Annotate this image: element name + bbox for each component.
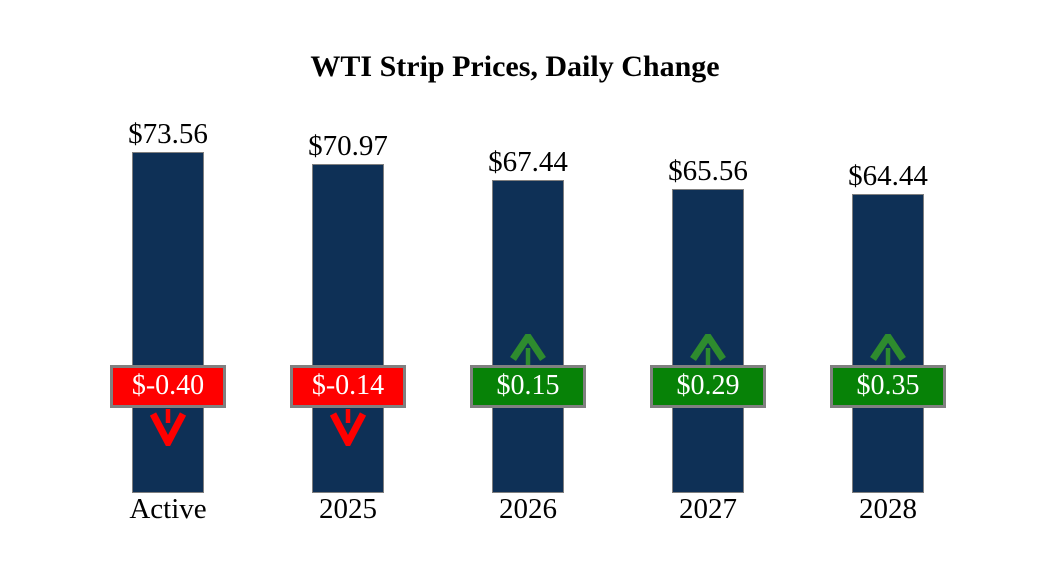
up-arrow-icon	[508, 330, 548, 370]
daily-change-box: $0.29	[650, 365, 766, 408]
price-bar	[852, 194, 924, 493]
price-label: $73.56	[128, 118, 208, 150]
daily-change-box: $0.35	[830, 365, 946, 408]
category-label: 2028	[859, 493, 917, 525]
category-label: 2025	[319, 493, 377, 525]
chart-title: WTI Strip Prices, Daily Change	[310, 50, 720, 83]
price-label: $64.44	[848, 160, 928, 192]
up-arrow-icon	[868, 330, 908, 370]
price-label: $65.56	[668, 155, 748, 187]
category-label: 2026	[499, 493, 557, 525]
down-arrow-icon	[328, 408, 368, 451]
down-arrow-icon	[148, 408, 188, 451]
daily-change-box: $0.15	[470, 365, 586, 408]
category-label: 2027	[679, 493, 737, 525]
price-label: $70.97	[308, 130, 388, 162]
daily-change-box: $-0.14	[290, 365, 406, 408]
daily-change-box: $-0.40	[110, 365, 226, 408]
up-arrow-icon	[688, 330, 728, 370]
category-label: Active	[129, 493, 207, 525]
price-label: $67.44	[488, 146, 568, 178]
